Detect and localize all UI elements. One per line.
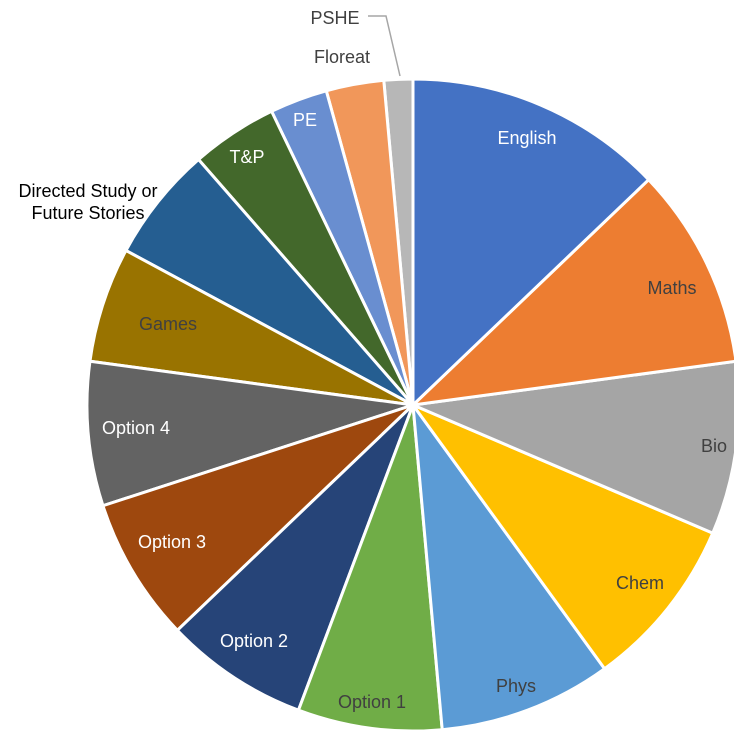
leader-line [368, 15, 401, 77]
slice-label: English [497, 128, 557, 148]
pie-slice [411, 399, 607, 732]
slice-label: Option 4 [101, 418, 171, 438]
slice-label: Option 1 [337, 692, 407, 712]
slice-label: Option 3 [137, 532, 207, 552]
slice-label: Option 2 [219, 631, 289, 651]
slice-label: Maths [647, 278, 697, 298]
slice-label: PE [292, 110, 318, 130]
slice-label: Games [138, 314, 198, 334]
pie-slice [411, 77, 651, 409]
slice-label: Chem [615, 573, 665, 593]
pie-slice [101, 403, 415, 633]
slice-label: Directed Study or Future Stories [18, 181, 158, 223]
pie-slice [408, 401, 715, 671]
slice-label: PSHE [310, 8, 360, 28]
slice-label: Bio [700, 436, 728, 456]
pie-slice [296, 404, 444, 733]
pie-slice [175, 403, 415, 713]
pie-slice [407, 360, 734, 536]
pie-slice [85, 359, 414, 508]
slice-label: Phys [495, 676, 537, 696]
slice-label: T&P [229, 147, 265, 167]
slice-label: Floreat [313, 47, 371, 67]
